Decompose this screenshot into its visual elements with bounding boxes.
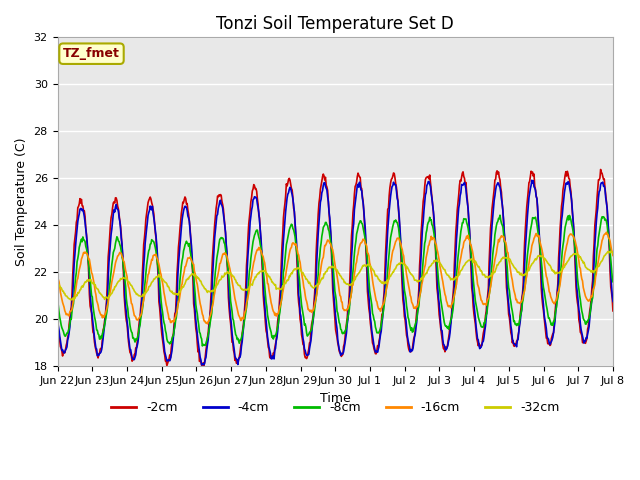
-32cm xyxy=(221,272,229,277)
-16cm xyxy=(270,310,278,315)
-32cm xyxy=(270,281,278,287)
-8cm xyxy=(198,343,206,349)
-8cm xyxy=(424,219,432,225)
-4cm xyxy=(221,229,229,235)
-2cm xyxy=(394,192,401,197)
Line: -32cm: -32cm xyxy=(58,251,613,300)
-16cm xyxy=(119,254,127,260)
-2cm xyxy=(119,255,127,261)
-8cm xyxy=(119,257,127,263)
-8cm xyxy=(496,212,504,218)
-16cm xyxy=(249,264,257,269)
-32cm xyxy=(54,281,61,287)
Y-axis label: Soil Temperature (C): Soil Temperature (C) xyxy=(15,138,28,266)
-4cm xyxy=(198,362,205,368)
-8cm xyxy=(249,239,257,244)
-32cm xyxy=(120,275,127,281)
-16cm xyxy=(609,252,617,258)
-16cm xyxy=(603,229,611,235)
-2cm xyxy=(596,167,604,172)
-8cm xyxy=(54,299,61,304)
-16cm xyxy=(394,236,401,241)
-4cm xyxy=(394,195,401,201)
Line: -16cm: -16cm xyxy=(58,232,613,324)
-32cm xyxy=(607,248,614,254)
Legend: -2cm, -4cm, -8cm, -16cm, -32cm: -2cm, -4cm, -8cm, -16cm, -32cm xyxy=(106,396,564,420)
-32cm xyxy=(68,297,76,303)
-4cm xyxy=(270,356,278,362)
-32cm xyxy=(609,251,617,256)
-2cm xyxy=(609,308,617,314)
-16cm xyxy=(54,272,61,278)
X-axis label: Time: Time xyxy=(320,392,351,405)
-8cm xyxy=(221,246,229,252)
-4cm xyxy=(119,252,127,257)
Title: Tonzi Soil Temperature Set D: Tonzi Soil Temperature Set D xyxy=(216,15,454,33)
-16cm xyxy=(221,251,229,257)
-2cm xyxy=(424,174,432,180)
-8cm xyxy=(394,219,401,225)
-32cm xyxy=(424,267,432,273)
-4cm xyxy=(609,299,617,304)
-4cm xyxy=(424,179,432,184)
-16cm xyxy=(204,321,211,327)
-32cm xyxy=(249,279,257,285)
-8cm xyxy=(609,279,617,285)
-2cm xyxy=(198,366,206,372)
-4cm xyxy=(249,197,257,203)
-2cm xyxy=(270,351,278,357)
-4cm xyxy=(528,178,536,183)
Line: -8cm: -8cm xyxy=(58,215,613,346)
Line: -4cm: -4cm xyxy=(58,180,613,365)
-8cm xyxy=(270,333,278,338)
-2cm xyxy=(54,317,61,323)
-2cm xyxy=(249,186,257,192)
-4cm xyxy=(54,315,61,321)
Text: TZ_fmet: TZ_fmet xyxy=(63,47,120,60)
-16cm xyxy=(424,243,432,249)
-32cm xyxy=(394,262,401,268)
-2cm xyxy=(221,230,229,236)
Line: -2cm: -2cm xyxy=(58,169,613,369)
